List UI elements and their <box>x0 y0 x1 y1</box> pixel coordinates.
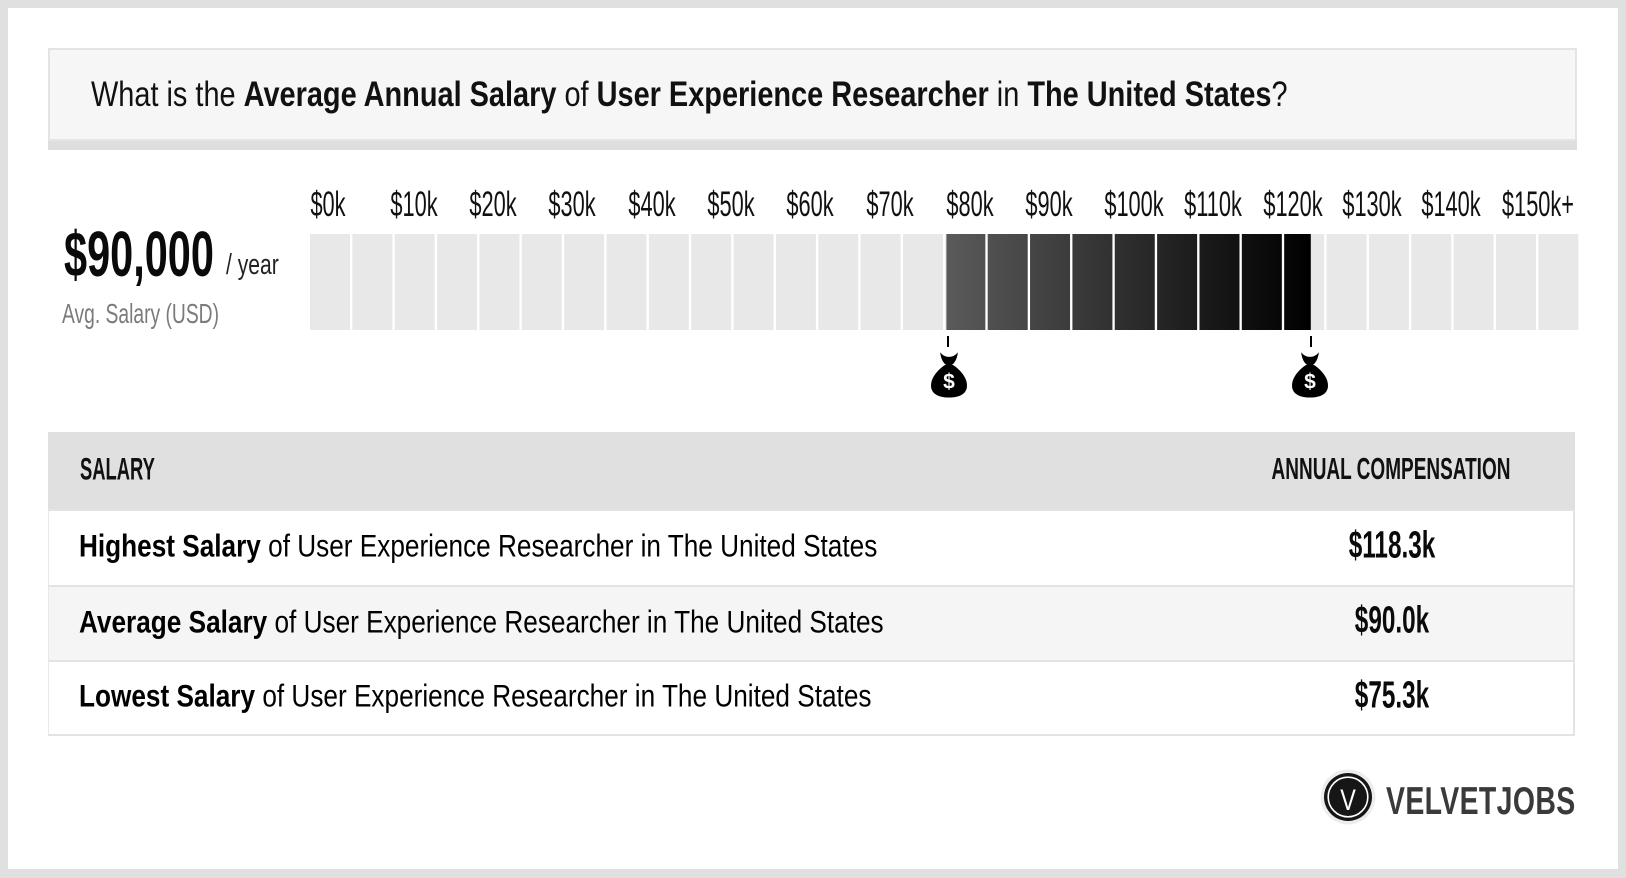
svg-text:$: $ <box>943 370 955 393</box>
svg-text:$: $ <box>1304 370 1316 393</box>
svg-text:V: V <box>1340 783 1356 816</box>
